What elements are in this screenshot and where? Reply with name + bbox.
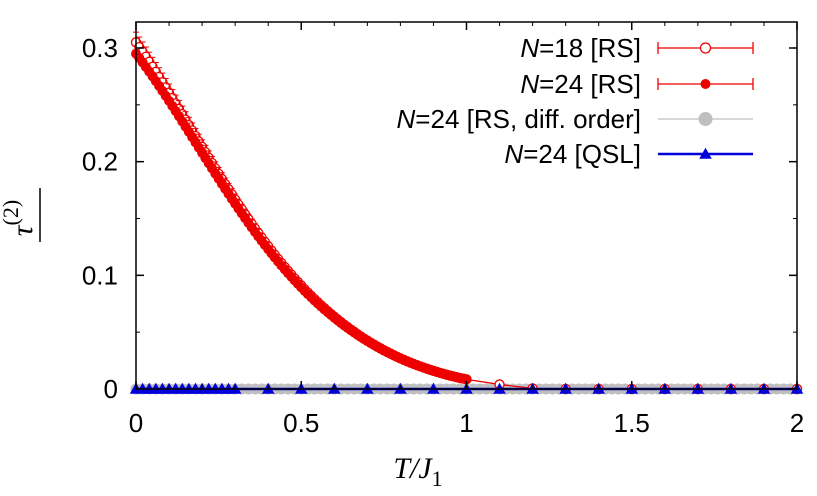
legend-label: N=24 [RS, diff. order]	[397, 104, 641, 134]
legend-marker	[700, 79, 711, 89]
legend-label-prefix: N	[397, 104, 416, 134]
legend-marker	[698, 112, 713, 126]
y-axis-label-superscript: (2)	[0, 200, 23, 226]
legend-label: N=24 [QSL]	[504, 139, 641, 169]
legend-entry[interactable]: N=24 [RS]	[520, 69, 754, 99]
axes-layer: 0 0.5 1 1.5 2 0 0.1 0.2 0.3 T/J1 τ(2)	[0, 21, 804, 491]
legend-label-prefix: N	[504, 139, 523, 169]
series-line	[135, 53, 467, 380]
x-axis-label-subscript: 1	[432, 466, 443, 491]
legend: N=18 [RS]N=24 [RS]N=24 [RS, diff. order]…	[397, 33, 754, 169]
x-tick-label: 2	[790, 408, 804, 438]
legend-marker	[699, 147, 712, 159]
series-n18-rs	[130, 31, 803, 395]
y-axis-label-text: τ(2)	[0, 200, 39, 236]
y-axis-label: τ(2)	[0, 188, 41, 242]
y-tick-label: 0.2	[82, 147, 118, 177]
y-tick-label: 0.1	[82, 260, 118, 290]
legend-label-rest: =24 [RS]	[539, 69, 641, 99]
legend-label-rest: =18 [RS]	[539, 33, 641, 63]
legend-label-prefix: N	[520, 33, 539, 63]
legend-label-rest: =24 [RS, diff. order]	[415, 104, 641, 134]
legend-label-rest: =24 [QSL]	[523, 139, 641, 169]
legend-label-prefix: N	[520, 69, 539, 99]
legend-marker	[699, 42, 712, 54]
y-tick-label: 0	[104, 374, 118, 404]
series-n24-rs	[131, 46, 472, 385]
x-tick-label: 1	[459, 408, 473, 438]
legend-entry[interactable]: N=24 [QSL]	[504, 139, 753, 169]
legend-label: N=24 [RS]	[520, 69, 641, 99]
legend-entry[interactable]: N=18 [RS]	[520, 33, 754, 63]
legend-entry[interactable]: N=24 [RS, diff. order]	[397, 104, 753, 134]
x-tick-label: 1.5	[614, 408, 650, 438]
y-tick-label: 0.3	[82, 33, 118, 63]
series-line	[135, 41, 797, 390]
x-axis-label: T/J1	[393, 452, 442, 491]
legend-label: N=18 [RS]	[520, 33, 641, 63]
data-point	[461, 374, 472, 385]
x-tick-label: 0.5	[283, 408, 319, 438]
x-tick-label: 0	[129, 408, 143, 438]
